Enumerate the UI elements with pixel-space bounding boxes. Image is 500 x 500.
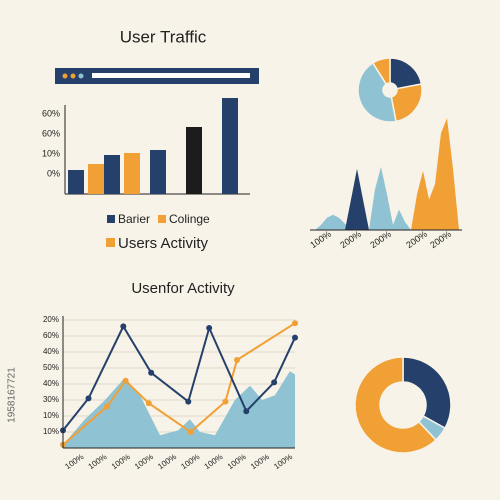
bar	[104, 155, 120, 194]
point	[187, 429, 194, 435]
bar	[124, 153, 140, 194]
y-tick-label: 10%	[42, 148, 60, 158]
y-tick-label: 60%	[43, 331, 59, 340]
y-tick-label: 30%	[43, 395, 59, 404]
pie-slice	[402, 356, 452, 430]
window-dot	[70, 73, 76, 79]
y-tick-label: 10%	[43, 427, 59, 436]
subtitle-swatch	[106, 238, 115, 247]
legend-label: Barier	[118, 212, 150, 226]
bar	[68, 170, 84, 194]
point	[222, 398, 229, 405]
pie-slice	[371, 57, 391, 86]
window-dot	[62, 73, 68, 79]
bar	[186, 127, 202, 194]
y-tick-label: 10%	[43, 411, 59, 420]
chart-title: User Traffic	[120, 27, 207, 46]
y-tick-label: 60%	[42, 128, 60, 138]
pie-slice	[357, 61, 397, 123]
point	[185, 398, 192, 405]
chart-subtitle: Users Activity	[118, 235, 209, 252]
point	[85, 395, 92, 402]
bar	[88, 164, 104, 194]
chart-title: Usenfor Activity	[131, 280, 235, 297]
pie-slice	[354, 356, 437, 454]
point	[120, 323, 127, 330]
point	[206, 325, 213, 331]
point	[104, 403, 111, 410]
point	[145, 400, 152, 407]
pie-slice	[389, 57, 423, 90]
point	[243, 408, 250, 415]
point	[292, 334, 298, 341]
y-tick-label: 60%	[42, 108, 60, 118]
legend-swatch	[158, 215, 167, 223]
point	[292, 320, 298, 327]
y-tick-label: 20%	[43, 315, 59, 324]
area	[411, 118, 459, 230]
y-tick-label: 50%	[43, 363, 59, 372]
address-bar	[92, 73, 250, 78]
point	[122, 377, 129, 384]
legend-label: Colinge	[169, 212, 210, 226]
browser-bar	[55, 68, 259, 84]
line	[62, 322, 296, 446]
point	[271, 379, 278, 386]
y-tick-label: 0%	[47, 168, 60, 178]
pie-slice	[390, 83, 423, 123]
window-dot	[78, 73, 84, 79]
y-tick-label: 40%	[43, 347, 59, 356]
point	[234, 357, 240, 363]
y-tick-label: 40%	[43, 379, 59, 388]
point	[148, 369, 155, 376]
watermark: 1958167721	[7, 367, 18, 423]
legend-swatch	[107, 215, 115, 223]
area	[369, 166, 411, 230]
area	[63, 371, 295, 448]
area	[345, 168, 369, 230]
bar	[222, 98, 238, 194]
bar	[150, 150, 166, 194]
